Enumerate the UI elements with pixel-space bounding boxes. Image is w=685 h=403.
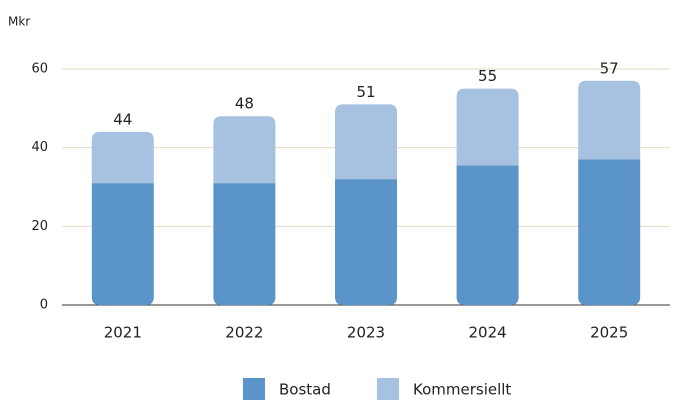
- legend-swatch: [243, 378, 265, 400]
- total-label: 57: [600, 59, 619, 77]
- x-tick-label: 2022: [225, 324, 263, 342]
- total-label: 44: [113, 110, 132, 128]
- y-tick-label: 40: [31, 140, 48, 155]
- x-tick-label: 2021: [104, 324, 142, 342]
- x-tick-label: 2024: [469, 324, 507, 342]
- bar-segment: [456, 165, 519, 305]
- y-tick-label: 0: [40, 298, 48, 313]
- x-tick-label: 2023: [347, 324, 385, 342]
- total-label: 48: [235, 95, 254, 113]
- y-tick-label: 20: [31, 219, 48, 234]
- bar-segment: [213, 116, 276, 184]
- bar-segment: [578, 159, 641, 305]
- y-axis-label: Mkr: [8, 15, 30, 29]
- legend-swatch: [377, 378, 399, 400]
- bar-segment: [91, 131, 154, 184]
- bar-segment: [578, 80, 641, 160]
- total-label: 55: [478, 67, 497, 85]
- bar-segment: [456, 88, 519, 166]
- bar-segment: [335, 104, 397, 180]
- legend-label: Kommersiellt: [413, 381, 511, 399]
- legend-label: Bostad: [279, 381, 331, 399]
- bar-segment: [213, 183, 276, 305]
- x-tick-label: 2025: [590, 324, 628, 342]
- bar-segment: [91, 183, 154, 305]
- bar-segment: [335, 179, 397, 305]
- y-tick-label: 60: [31, 62, 48, 77]
- total-label: 51: [356, 83, 375, 101]
